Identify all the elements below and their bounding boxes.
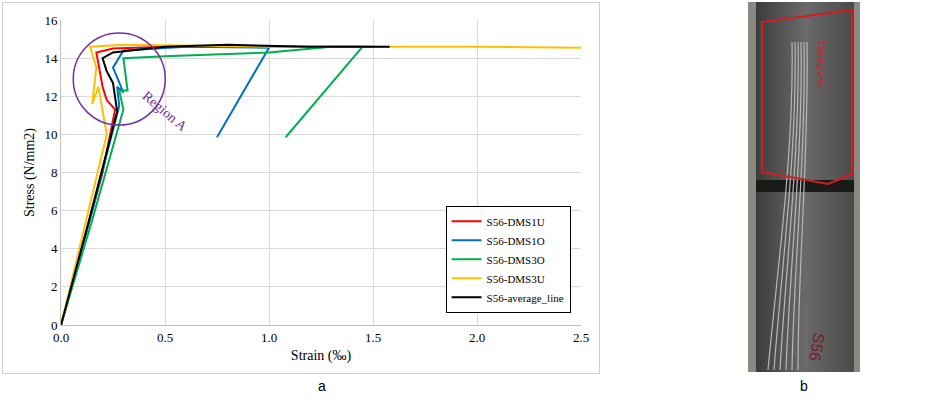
svg-text:S56: S56 — [806, 331, 828, 362]
svg-text:0: 0 — [51, 318, 58, 333]
svg-text:S56-DMS1O: S56-DMS1O — [487, 235, 545, 247]
svg-text:0.5: 0.5 — [157, 330, 173, 345]
svg-text:S56-DMS3O: S56-DMS3O — [487, 254, 545, 266]
svg-text:4: 4 — [51, 241, 58, 256]
svg-text:2.0: 2.0 — [469, 330, 485, 345]
html-text:a: a — [318, 378, 326, 394]
svg-text:8: 8 — [51, 165, 58, 180]
svg-text:Stress (N/mm2): Stress (N/mm2) — [22, 128, 38, 217]
svg-text:0.0: 0.0 — [53, 330, 69, 345]
svg-text:Testing area: Testing area — [816, 40, 827, 89]
svg-text:S56-average_line: S56-average_line — [487, 292, 564, 304]
svg-text:S56-DMS3U: S56-DMS3U — [487, 273, 545, 285]
svg-text:1.0: 1.0 — [261, 330, 277, 345]
svg-text:10: 10 — [44, 127, 57, 142]
svg-text:6: 6 — [51, 203, 58, 218]
svg-text:12: 12 — [44, 89, 57, 104]
svg-text:14: 14 — [44, 51, 58, 66]
svg-text:2.5: 2.5 — [573, 330, 589, 345]
svg-text:Region A: Region A — [139, 88, 190, 134]
html-text:b: b — [800, 378, 808, 394]
svg-text:1.5: 1.5 — [365, 330, 381, 345]
svg-text:Strain (‰): Strain (‰) — [291, 348, 352, 364]
svg-text:2: 2 — [51, 279, 58, 294]
svg-text:16: 16 — [44, 13, 58, 28]
svg-text:S56-DMS1U: S56-DMS1U — [487, 216, 545, 228]
